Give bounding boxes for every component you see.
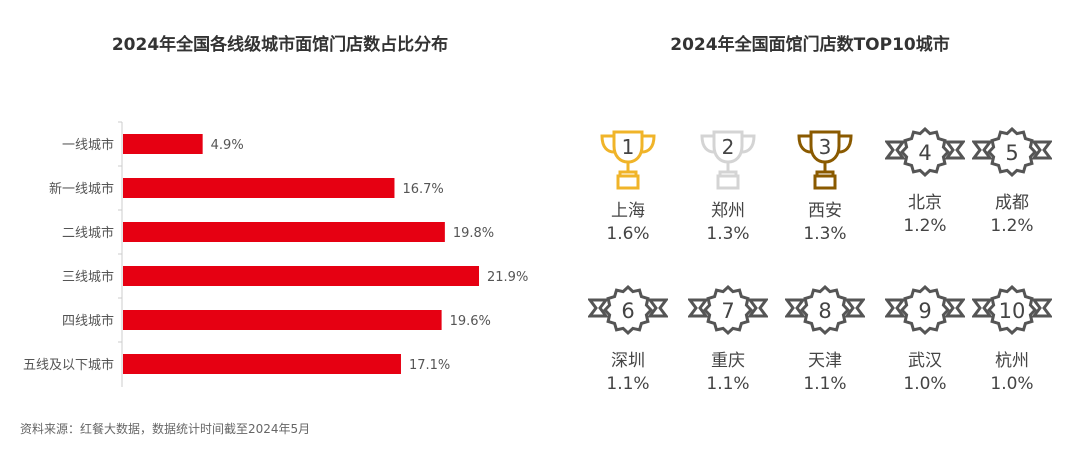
left-chart-title: 2024年全国各线级城市面馆门店数占比分布 bbox=[111, 35, 449, 55]
top10-item: 5 成都 1.2% bbox=[957, 124, 1067, 238]
svg-text:2: 2 bbox=[722, 135, 735, 159]
ribbon-badge-icon: 6 bbox=[573, 282, 683, 350]
value-label: 21.9% bbox=[487, 270, 528, 285]
top10-item: 1 上海 1.6% bbox=[573, 128, 683, 246]
city-share: 1.0% bbox=[990, 374, 1034, 394]
city-name: 西安 bbox=[808, 201, 842, 221]
bar bbox=[123, 310, 442, 330]
city-share: 1.2% bbox=[990, 216, 1034, 236]
top10-item: 7 重庆 1.1% bbox=[673, 282, 783, 396]
svg-text:1: 1 bbox=[622, 135, 635, 159]
category-label: 一线城市 bbox=[62, 137, 114, 153]
category-label: 三线城市 bbox=[62, 269, 114, 285]
ribbon-badge-icon: 4 bbox=[870, 124, 980, 192]
value-label: 19.8% bbox=[453, 226, 494, 241]
category-label: 四线城市 bbox=[62, 313, 114, 329]
city-name: 重庆 bbox=[711, 351, 745, 371]
category-label: 新一线城市 bbox=[49, 181, 114, 197]
top10-item: 10 杭州 1.0% bbox=[957, 282, 1067, 396]
svg-text:10: 10 bbox=[999, 299, 1026, 323]
right-panel-title: 2024年全国面馆门店数TOP10城市 bbox=[670, 35, 950, 55]
ribbon-badge-icon: 9 bbox=[870, 282, 980, 350]
svg-text:7: 7 bbox=[721, 299, 734, 323]
top10-item: 4 北京 1.2% bbox=[870, 124, 980, 238]
city-name: 成都 bbox=[995, 193, 1029, 213]
top10-item: 9 武汉 1.0% bbox=[870, 282, 980, 396]
bar bbox=[123, 266, 479, 286]
ribbon-badge-icon: 8 bbox=[770, 282, 880, 350]
ribbon-badge-icon: 5 bbox=[957, 124, 1067, 192]
svg-text:4: 4 bbox=[918, 141, 931, 165]
city-name: 武汉 bbox=[908, 351, 942, 371]
city-name: 杭州 bbox=[995, 351, 1029, 371]
svg-text:5: 5 bbox=[1005, 141, 1018, 165]
svg-text:9: 9 bbox=[918, 299, 931, 323]
top10-item: 6 深圳 1.1% bbox=[573, 282, 683, 396]
bar bbox=[123, 354, 401, 374]
svg-text:8: 8 bbox=[818, 299, 831, 323]
city-name: 上海 bbox=[611, 201, 645, 221]
ribbon-badge-icon: 7 bbox=[673, 282, 783, 350]
value-label: 19.6% bbox=[450, 314, 491, 329]
bar-chart: 一线城市 4.9% 新一线城市 16.7% 二线城市 19.8% 三线城市 21.9% 四线城市… bbox=[23, 121, 528, 387]
ribbon-badge-icon: 10 bbox=[957, 282, 1067, 350]
category-label: 二线城市 bbox=[62, 225, 114, 241]
category-label: 五线及以下城市 bbox=[23, 357, 114, 373]
city-share: 1.2% bbox=[903, 216, 947, 236]
svg-text:3: 3 bbox=[819, 135, 832, 159]
city-share: 1.6% bbox=[606, 224, 650, 244]
city-name: 深圳 bbox=[611, 351, 645, 371]
city-share: 1.1% bbox=[706, 374, 750, 394]
top10-item: 8 天津 1.1% bbox=[770, 282, 880, 396]
city-share: 1.3% bbox=[706, 224, 750, 244]
top10-item: 2 郑州 1.3% bbox=[673, 128, 783, 246]
value-label: 16.7% bbox=[402, 182, 443, 197]
gold-trophy-icon: 1 bbox=[573, 128, 683, 200]
city-name: 北京 bbox=[908, 193, 942, 213]
city-share: 1.1% bbox=[803, 374, 847, 394]
silver-trophy-icon: 2 bbox=[673, 128, 783, 200]
city-share: 1.1% bbox=[606, 374, 650, 394]
bar bbox=[123, 222, 445, 242]
source-note: 资料来源：红餐大数据，数据统计时间截至2024年5月 bbox=[20, 422, 311, 436]
value-label: 4.9% bbox=[211, 138, 244, 153]
value-label: 17.1% bbox=[409, 358, 450, 373]
bar bbox=[123, 178, 395, 198]
city-share: 1.3% bbox=[803, 224, 847, 244]
city-name: 郑州 bbox=[711, 201, 745, 221]
bar bbox=[123, 134, 203, 154]
svg-text:6: 6 bbox=[621, 299, 634, 323]
bronze-trophy-icon: 3 bbox=[770, 128, 880, 200]
city-name: 天津 bbox=[808, 351, 842, 371]
top10-item: 3 西安 1.3% bbox=[770, 128, 880, 246]
city-share: 1.0% bbox=[903, 374, 947, 394]
